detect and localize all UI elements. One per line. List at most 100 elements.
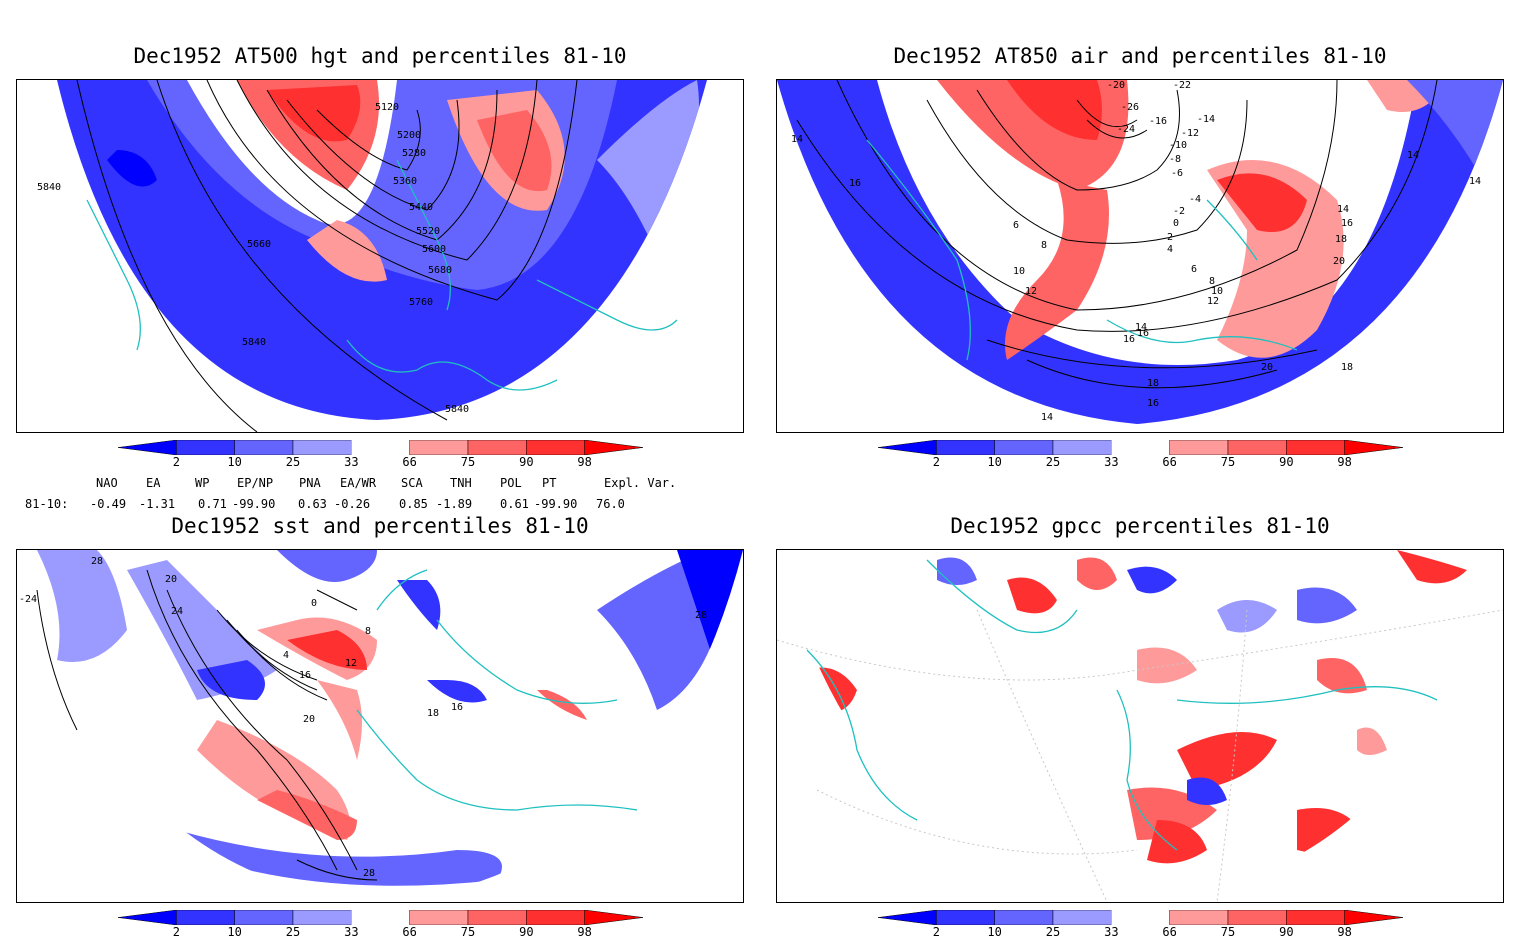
index-value-nao: -0.49 (90, 497, 127, 511)
contour-label: 5840 (37, 182, 61, 193)
colorbar-segment (234, 910, 294, 925)
colorbar-segment (584, 440, 643, 455)
colorbar-segment (118, 910, 177, 925)
colorbar-tick-label: 98 (577, 455, 592, 469)
colorbar-tick-label: 33 (344, 455, 359, 469)
colorbar-tick-label: 10 (987, 455, 1002, 469)
index-header: WP (195, 476, 210, 490)
contour-label: 12 (345, 658, 357, 669)
colorbar-tick-label: 98 (1337, 925, 1352, 939)
index-value-tnh: -1.89 (436, 497, 473, 511)
contour-label: 10 (1211, 286, 1223, 297)
index-value-pt: -99.90 (534, 497, 578, 511)
colorbar-tick-label: 25 (285, 455, 301, 469)
contour-label: 10 (1013, 266, 1025, 277)
index-header: NAO (96, 476, 118, 490)
colorbar-segment (234, 440, 294, 455)
map-hgt500: 5120 5200 5280 5360 5440 5520 5600 5680 … (16, 79, 744, 433)
colorbar-segment (1169, 440, 1229, 455)
contour-label: 20 (1333, 256, 1345, 267)
contour-label: 2 (1167, 232, 1173, 243)
contour-label: 5120 (375, 102, 399, 113)
colorbar-air850-graphic (878, 440, 1403, 455)
index-value-eawr: -0.26 (334, 497, 371, 511)
index-header: SCA (401, 476, 423, 490)
contour-label: 16 (1341, 218, 1353, 229)
colorbar-tick-label: 90 (1279, 925, 1294, 939)
contour-label: 5440 (409, 202, 433, 213)
contour-label: 12 (1207, 296, 1219, 307)
contour-label: 18 (1341, 362, 1353, 373)
contour-label: -20 (1107, 80, 1125, 91)
index-header: TNH (450, 476, 472, 490)
colorbar-segment (176, 440, 235, 455)
contour-label: 28 (695, 610, 707, 621)
colorbar-segment (409, 910, 469, 925)
index-header: EA/WR (340, 476, 377, 490)
index-header: PT (542, 476, 557, 490)
contour-label: 5280 (402, 148, 426, 159)
colorbar-tick-label: 2 (172, 455, 180, 469)
contour-label: 14 (1469, 176, 1481, 187)
contour-label: 14 (1337, 204, 1349, 215)
colorbar-tick-label: 2 (172, 925, 180, 939)
colorbar-tick-label: 33 (1104, 455, 1119, 469)
colorbar-tick-label: 25 (285, 925, 301, 939)
contour-label: 28 (91, 556, 103, 567)
colorbar-segment (994, 910, 1054, 925)
contour-label: -22 (1173, 80, 1191, 91)
colorbar-segment (1052, 910, 1112, 925)
contour-label: 8 (1209, 276, 1215, 287)
panel-title-sst: Dec1952 sst and percentiles 81-10 (171, 514, 589, 538)
map-sst-graphic: 28 -24 20 24 0 4 8 12 16 20 18 16 28 28 (17, 550, 743, 902)
colorbar-hgt500-graphic (118, 440, 643, 455)
contour-label: 6 (1191, 264, 1197, 275)
colorbar-tick-label: 98 (1337, 455, 1352, 469)
contour-label: 14 (1407, 150, 1419, 161)
panel-title-hgt500: Dec1952 AT500 hgt and percentiles 81-10 (133, 44, 627, 68)
colorbar-gpcc-graphic (878, 910, 1403, 925)
colorbar-segment (1169, 910, 1229, 925)
index-value-wp: 0.71 (198, 497, 227, 511)
colorbar-segment (1344, 910, 1403, 925)
colorbar-segment (878, 440, 937, 455)
map-air850: -20 -22 -26 -24 -16 -12 -14 -10 -8 -6 -4… (776, 79, 1504, 433)
colorbar-sst: 2 10 25 33 66 75 90 98 (118, 910, 643, 940)
contour-label: 16 (1147, 398, 1159, 409)
colorbar-tick-label: 25 (1045, 455, 1061, 469)
colorbar-tick-label: 66 (402, 455, 417, 469)
colorbar-segment (176, 910, 235, 925)
colorbar-segment (936, 910, 995, 925)
contour-label: 5680 (428, 265, 452, 276)
colorbar-segment (584, 910, 643, 925)
map-gpcc-graphic (777, 550, 1503, 902)
index-value-ea: -1.31 (139, 497, 176, 511)
contour-label: 5840 (242, 337, 266, 348)
colorbar-tick-label: 90 (519, 925, 534, 939)
contour-label: -26 (1121, 102, 1139, 113)
colorbar-segment (351, 910, 410, 925)
contour-label: -4 (1189, 194, 1201, 205)
colorbar-segment (1111, 910, 1170, 925)
index-value-sca: 0.85 (399, 497, 428, 511)
contour-label: 5840 (445, 404, 469, 415)
panel-title-air850: Dec1952 AT850 air and percentiles 81-10 (893, 44, 1387, 68)
colorbar-segment (1344, 440, 1403, 455)
contour-label: -8 (1169, 154, 1181, 165)
contour-label: 28 (363, 868, 375, 879)
colorbar-segment (1286, 910, 1345, 925)
colorbar-sst-graphic (118, 910, 643, 925)
index-value-epnp: -99.90 (232, 497, 276, 511)
index-value-pna: 0.63 (298, 497, 327, 511)
contour-label: 8 (365, 626, 371, 637)
contour-label: 5200 (397, 130, 421, 141)
contour-label: -10 (1169, 140, 1187, 151)
contour-label: -12 (1181, 128, 1199, 139)
map-sst: 28 -24 20 24 0 4 8 12 16 20 18 16 28 28 (16, 549, 744, 903)
contour-label: -6 (1171, 168, 1183, 179)
contour-label: 14 (1135, 322, 1147, 333)
contour-label: 8 (1041, 240, 1047, 251)
contour-label: 20 (165, 574, 177, 585)
index-header: PNA (299, 476, 321, 490)
colorbar-segment (409, 440, 469, 455)
